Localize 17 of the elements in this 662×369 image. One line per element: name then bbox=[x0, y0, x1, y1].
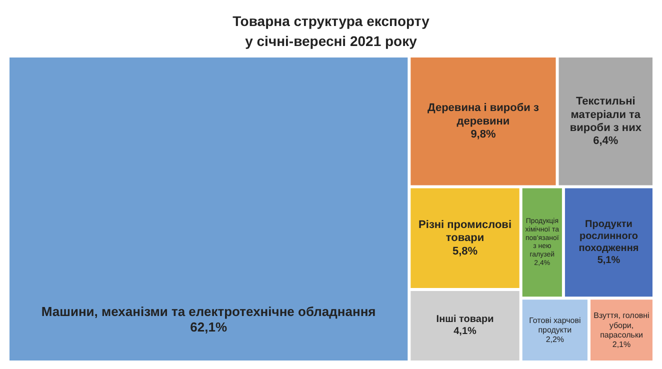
category-label: Деревина і вироби з деревини bbox=[428, 102, 540, 128]
category-label: Готові харчові продукти bbox=[529, 316, 581, 335]
text: Товарна структура експорту у січні-вересні 2021 року bbox=[232, 13, 430, 49]
data-label: 2,2% bbox=[546, 335, 564, 344]
data-label: 6,4% bbox=[593, 135, 618, 148]
data-label: 9,8% bbox=[470, 128, 496, 141]
category-label: Взуття, головні убори, парасольки bbox=[594, 311, 650, 340]
category-label: Машини, механізми та електротехнічне обладнання bbox=[41, 304, 376, 319]
data-label: 2,1% bbox=[612, 340, 631, 349]
category-label: Текстильні матеріали та вироби з них bbox=[570, 96, 642, 134]
data-label: 4,1% bbox=[454, 326, 477, 338]
category-label: Інші товари bbox=[436, 314, 494, 326]
category-label: Продукти рослинного походження bbox=[578, 218, 639, 254]
data-label: 5,8% bbox=[452, 245, 478, 258]
data-label: 5,1% bbox=[597, 254, 620, 266]
data-label: 62,1% bbox=[190, 319, 228, 334]
category-label: Різні промислові товари bbox=[418, 218, 512, 244]
